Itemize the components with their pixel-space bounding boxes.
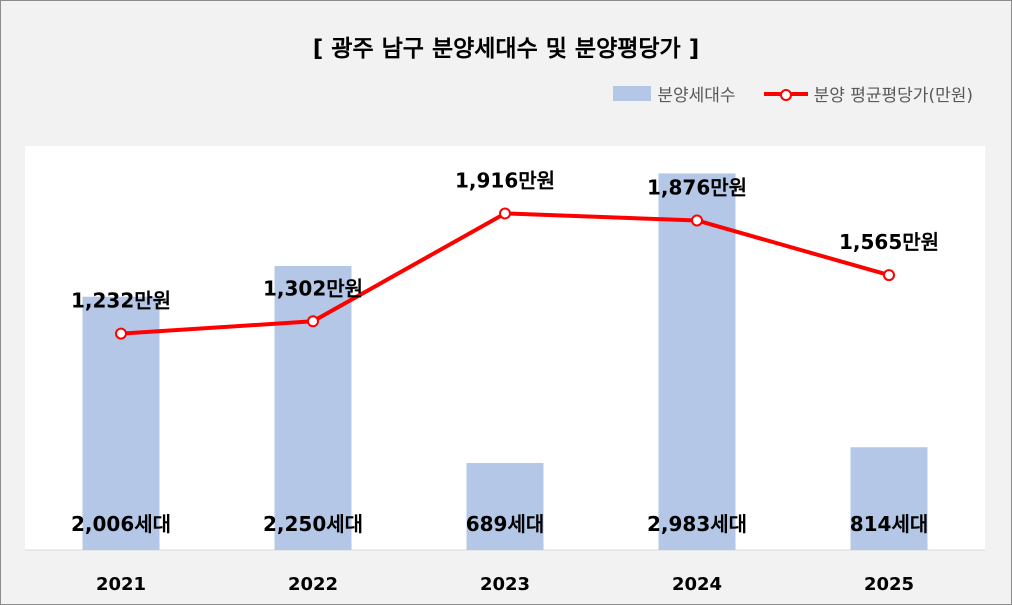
legend-bar-swatch	[613, 86, 652, 101]
x-tick-label: 2021	[96, 574, 146, 595]
bar-value-label: 689세대	[466, 512, 545, 536]
legend-item-line: 분양 평균평당가(만원)	[763, 81, 973, 106]
bar-2022	[274, 265, 352, 550]
line-value-label: 1,565만원	[839, 230, 939, 254]
x-tick-label: 2024	[672, 574, 722, 595]
bar-2023	[466, 463, 544, 550]
legend-bar-label: 분양세대수	[657, 86, 736, 106]
line-value-label: 1,876만원	[647, 175, 747, 199]
line-value-label: 1,302만원	[263, 276, 363, 300]
bar-value-label: 2,983세대	[647, 512, 747, 536]
line-point-2022	[307, 315, 319, 328]
legend-line-swatch	[763, 87, 808, 101]
x-tick-label: 2023	[480, 574, 530, 595]
line-point-2025	[883, 269, 895, 282]
legend-line-label: 분양 평균평당가(만원)	[813, 86, 973, 106]
bar-2024	[658, 173, 736, 551]
bar-value-label: 2,250세대	[263, 512, 363, 536]
line-value-label: 1,232만원	[71, 289, 171, 313]
chart-title: [ 광주 남구 분양세대수 및 분양평당가 ]	[312, 36, 700, 62]
bar-value-label: 814세대	[850, 512, 929, 536]
bar-value-label: 2,006세대	[71, 512, 171, 536]
x-tick-label: 2022	[288, 574, 338, 595]
line-point-2023	[499, 207, 511, 220]
chart-legend: 분양세대수 분양 평균평당가(만원)	[613, 81, 973, 106]
line-value-label: 1,916만원	[455, 168, 555, 192]
legend-item-bar: 분양세대수	[613, 81, 736, 106]
x-tick-label: 2025	[864, 574, 914, 595]
line-point-2024	[691, 214, 703, 227]
line-point-2021	[115, 327, 127, 340]
bar-2025	[850, 447, 928, 550]
